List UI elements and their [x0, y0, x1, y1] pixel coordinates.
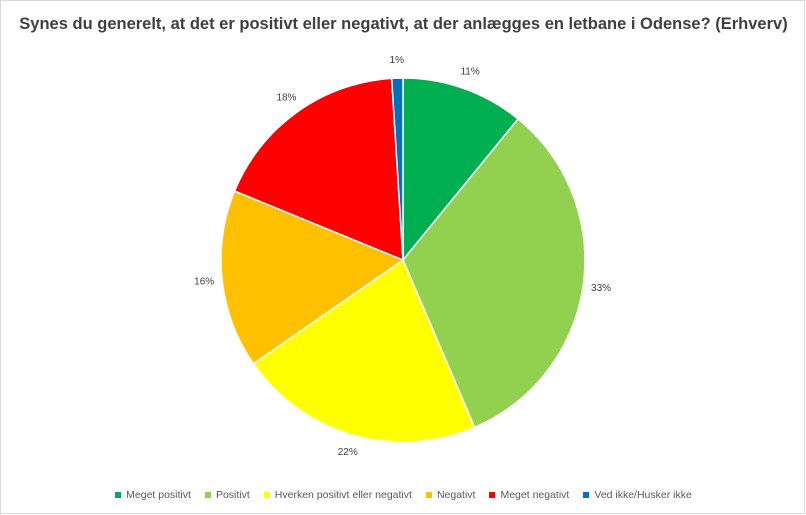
chart-title: Synes du generelt, at det er positivt el…: [19, 15, 788, 33]
legend-swatch: [583, 492, 590, 498]
pie-slice-negativt: [220, 190, 405, 365]
data-label-hverken-positivt-eller-negativt: 22%: [338, 447, 358, 458]
legend-label: Hverken positivt eller negativt: [274, 489, 412, 501]
legend-label: Meget positivt: [126, 489, 191, 501]
legend-swatch: [425, 492, 432, 498]
data-label-positivt: 33%: [591, 283, 611, 294]
legend-swatch: [489, 492, 496, 498]
legend-label: Ved ikke/Husker ikke: [594, 489, 692, 501]
pie-slice-hverken-positivt-eller-negativt: [252, 258, 476, 443]
legend-label: Positivt: [215, 489, 250, 501]
data-label-meget-positivt: 11%: [460, 67, 479, 78]
legend-label: Negativt: [436, 489, 476, 501]
legend-item-meget-negativt: Meget negativt: [489, 489, 569, 501]
pie-slice-ved-ikke-husker-ikke: [390, 77, 404, 261]
pie-slice-positivt: [402, 117, 586, 429]
data-label-meget-negativt: 18%: [276, 92, 296, 103]
legend-item-hverken-positivt-eller-negativt: Hverken positivt eller negativt: [263, 489, 412, 501]
pie-slice-meget-positivt: [402, 77, 520, 263]
chart-legend: Meget positivt Positivt Hverken positivt e…: [1, 489, 806, 501]
pie-slice-meget-negativt: [233, 77, 404, 262]
legend-label: Meget negativt: [500, 489, 570, 501]
legend-item-positivt: Positivt: [204, 489, 250, 501]
legend-swatch: [204, 492, 211, 498]
data-label-ved-ikke-husker-ikke: 1%: [390, 55, 405, 66]
legend-swatch: [115, 492, 122, 498]
legend-swatch: [263, 492, 270, 498]
legend-item-meget-positivt: Meget positivt: [115, 489, 191, 501]
legend-item-negativt: Negativt: [425, 489, 476, 501]
legend-item-ved-ikke-husker-ikke: Ved ikke/Husker ikke: [583, 489, 692, 501]
data-label-negativt: 16%: [194, 277, 214, 288]
